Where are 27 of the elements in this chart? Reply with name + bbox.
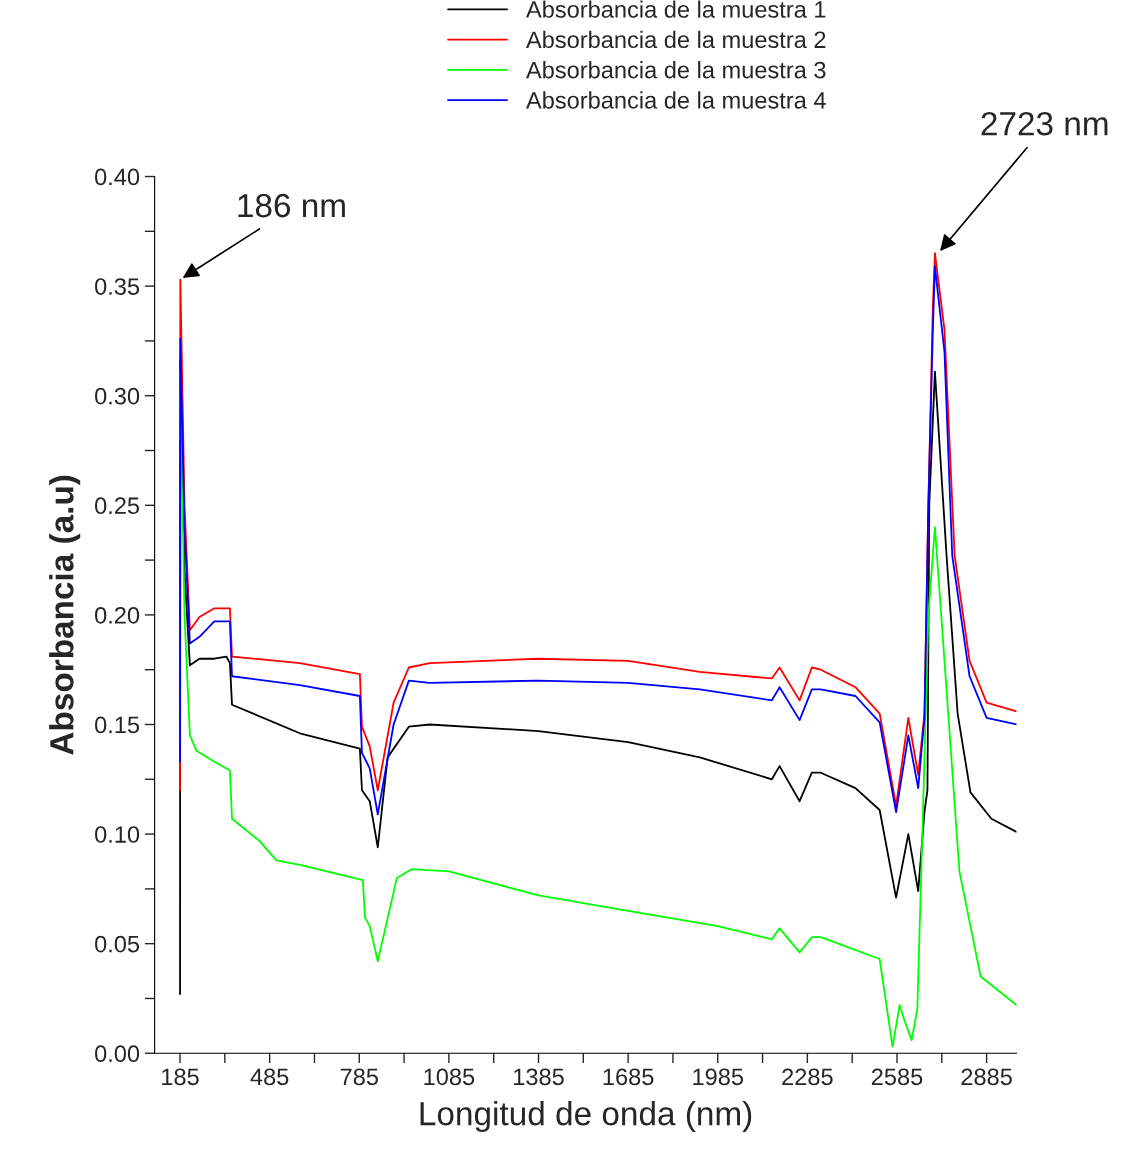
legend-label: Absorbancia de la muestra 4	[526, 91, 826, 109]
y-tick-label: 0.05	[95, 935, 140, 953]
y-tick-label: 0.20	[95, 606, 140, 624]
y-tick-label: 0.00	[95, 1045, 140, 1063]
x-axis-title: Longitud de onda (nm)	[420, 1100, 752, 1133]
x-tick-label: 2885	[961, 1068, 1012, 1086]
x-tick-label: 1085	[424, 1068, 475, 1086]
x-tick-label: 785	[340, 1068, 378, 1086]
x-tick-label: 185	[162, 1068, 199, 1086]
annotation: 2723 nm	[981, 111, 1108, 136]
x-tick-label: 1685	[603, 1068, 654, 1086]
y-tick-label: 0.30	[95, 387, 140, 405]
y-tick-label: 0.25	[95, 497, 140, 515]
y-tick-label: 0.10	[95, 826, 140, 843]
y-tick-label: 0.15	[95, 716, 140, 734]
x-tick-label: 1385	[514, 1068, 564, 1086]
legend-label: Absorbancia de la muestra 3	[526, 61, 826, 79]
y-tick-label: 0.35	[95, 278, 140, 295]
legend-label: Absorbancia de la muestra 1	[526, 0, 826, 18]
y-axis-title: Absorbancia (a.u)	[49, 475, 81, 755]
x-tick-label: 2585	[871, 1068, 923, 1086]
x-tick-label: 485	[250, 1068, 289, 1086]
legend-label: Absorbancia de la muestra 2	[526, 30, 826, 49]
annotation: 186 nm	[238, 193, 345, 218]
x-tick-label: 2285	[782, 1068, 833, 1086]
x-tick-label: 1985	[693, 1068, 744, 1086]
y-tick-label: 0.40	[95, 168, 140, 186]
